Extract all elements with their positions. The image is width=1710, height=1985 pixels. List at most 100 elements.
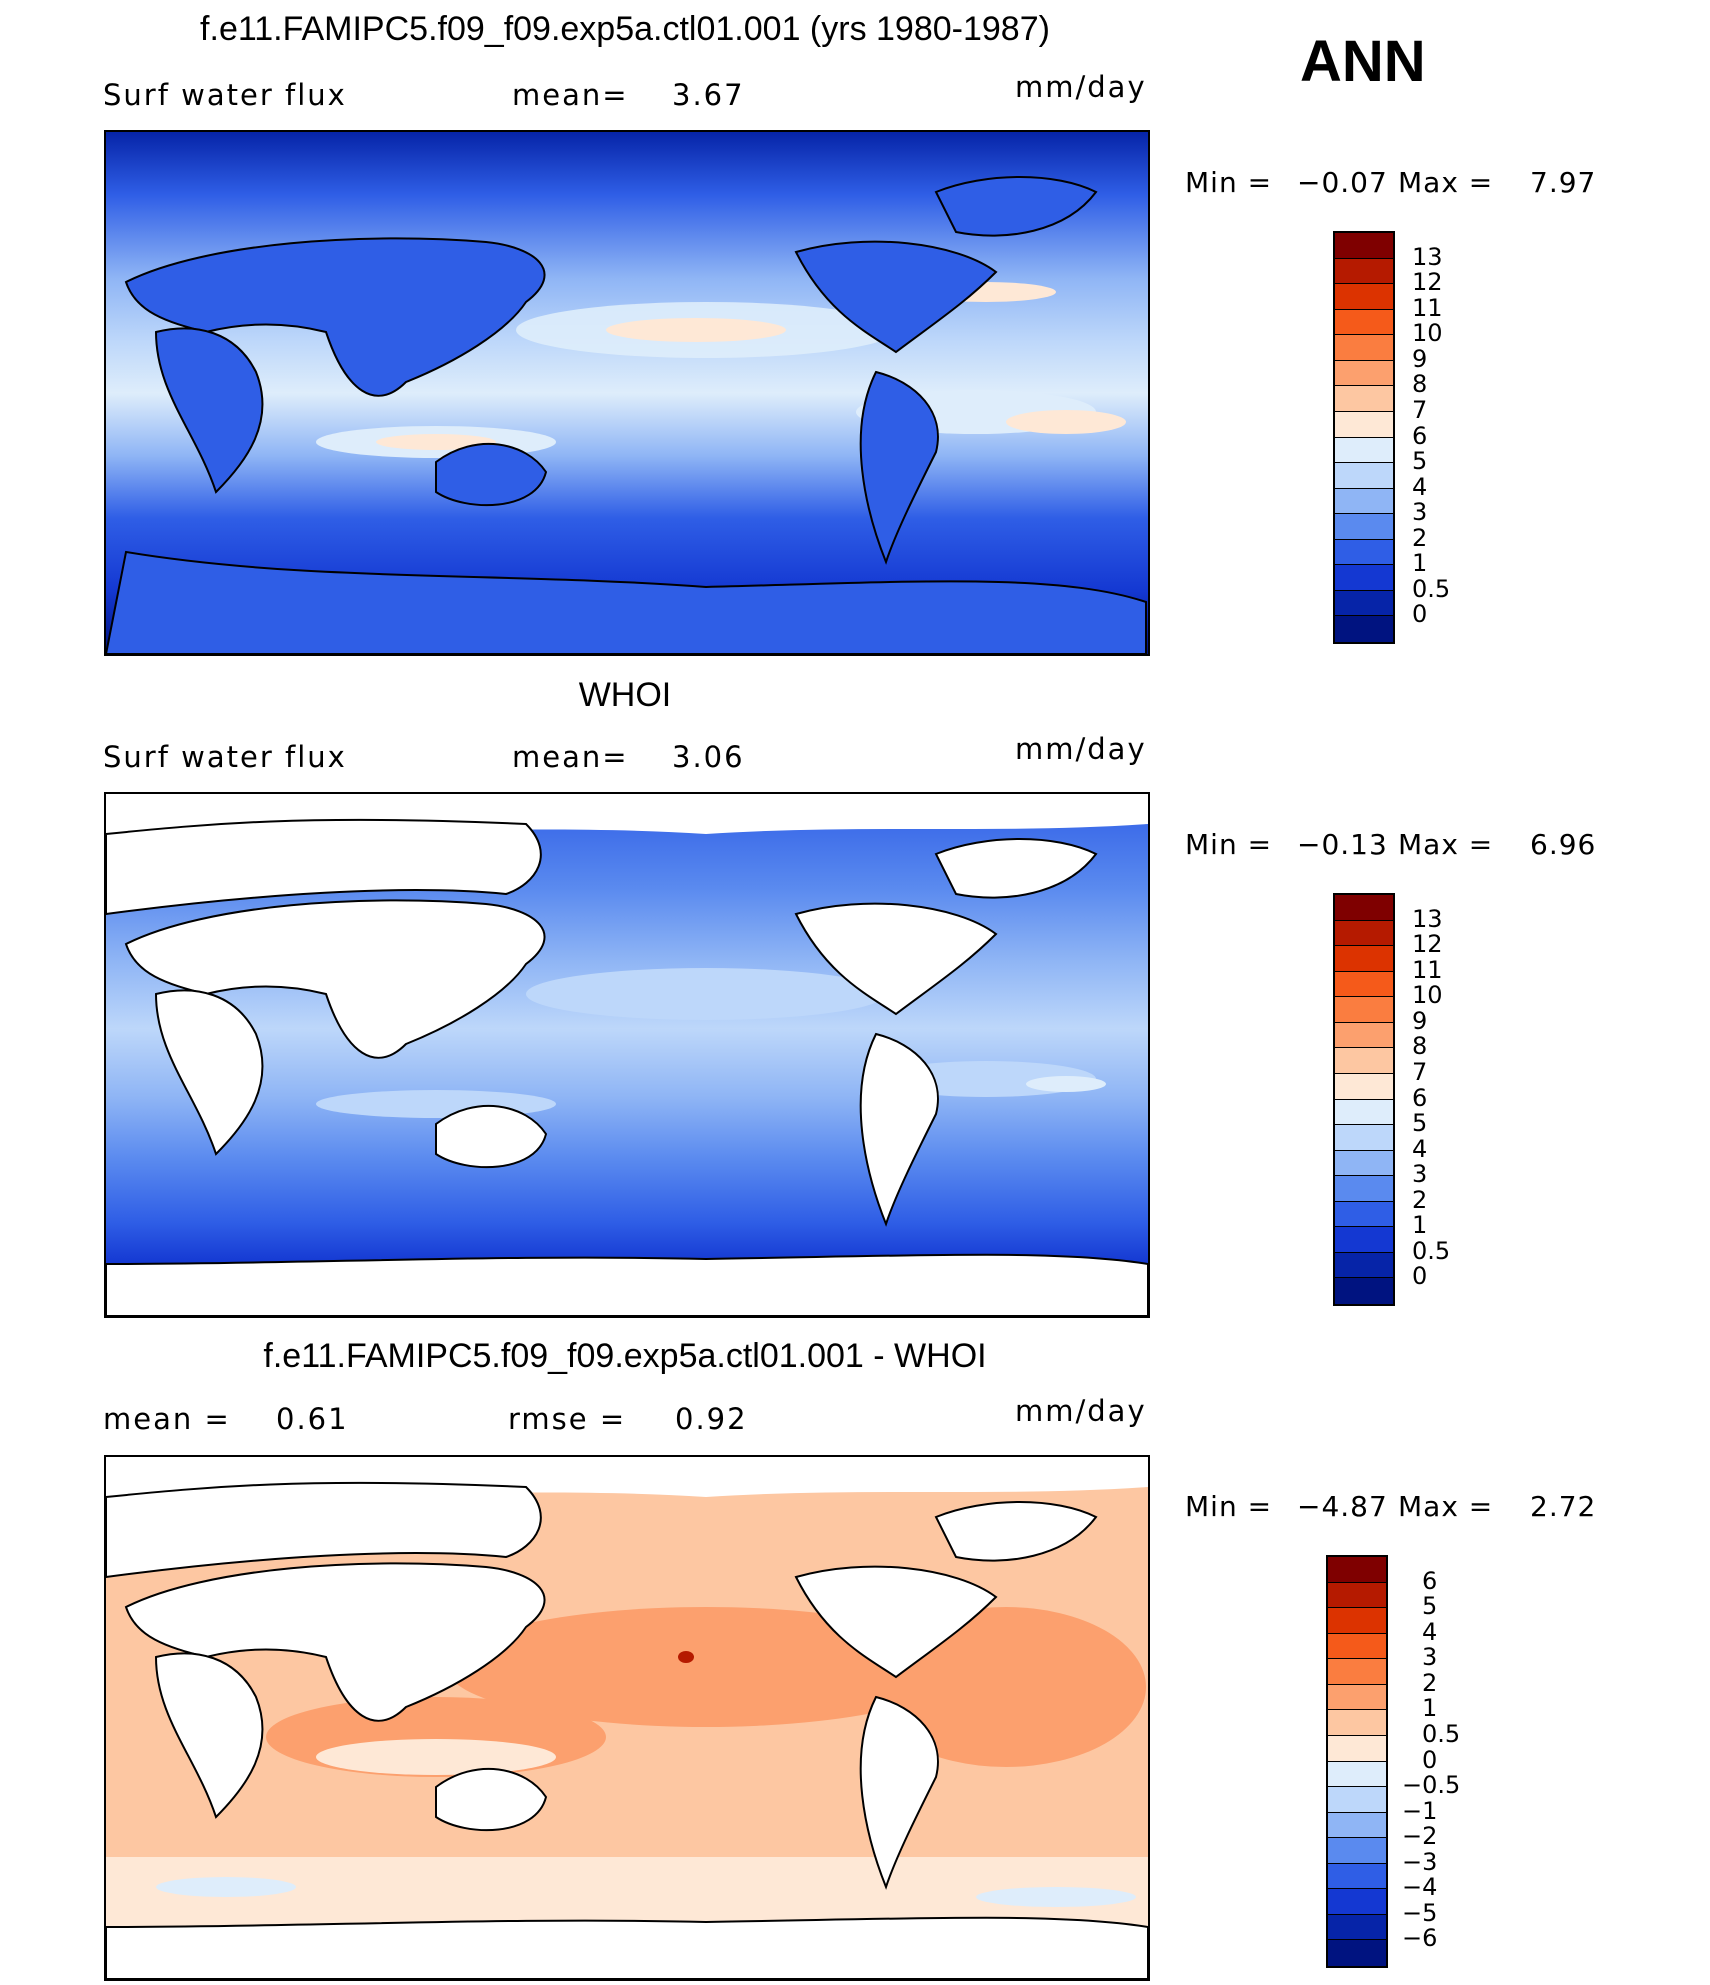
colorbar-segment [1335, 437, 1393, 464]
colorbar-segment [1335, 1022, 1393, 1049]
colorbar-segment [1335, 386, 1393, 412]
colorbar-segment [1335, 514, 1393, 540]
colorbar-segment [1328, 1710, 1386, 1736]
panel-3-colorbar-labels: 6 5 4 3 2 1 0.5 0 −0.5 −1 −2 −3 −4 −5 −6 [1402, 1555, 1512, 1968]
panel-3-min-value: −4.87 [1297, 1490, 1388, 1523]
colorbar-tick-label: 0 [1412, 1262, 1428, 1291]
colorbar-tick-label: 5 [1422, 1592, 1438, 1621]
colorbar-segment [1335, 590, 1393, 617]
colorbar-tick-label: 13 [1412, 242, 1443, 271]
colorbar-segment [1335, 1201, 1393, 1228]
colorbar-segment [1335, 1048, 1393, 1074]
panel-1-colorbar [1333, 231, 1395, 644]
panel-3-title: f.e11.FAMIPC5.f09_f09.exp5a.ctl01.001 - … [263, 1337, 987, 1375]
colorbar-segment [1328, 1659, 1386, 1685]
colorbar-segment [1335, 258, 1393, 285]
colorbar-segment [1335, 946, 1393, 972]
colorbar-tick-label: 9 [1412, 344, 1428, 373]
colorbar-tick-label: 6 [1412, 421, 1428, 450]
panel-2-mean-value: 3.06 [672, 740, 745, 774]
colorbar-tick-label: 8 [1412, 1032, 1428, 1061]
panel-2-mean-label: mean= [512, 740, 629, 774]
season-label: ANN [1300, 29, 1426, 94]
colorbar-tick-label: 11 [1412, 293, 1443, 322]
colorbar-tick-label: −5 [1402, 1898, 1438, 1927]
colorbar-tick-label: 12 [1412, 930, 1443, 959]
colorbar-segment [1335, 616, 1393, 642]
panel-1-min-value: −0.07 [1297, 166, 1388, 199]
colorbar-tick-label: 0.5 [1412, 1236, 1451, 1265]
colorbar-segment [1328, 1633, 1386, 1660]
panel-2-variable-label: Surf water flux [103, 740, 347, 774]
colorbar-tick-label: 3 [1412, 1160, 1428, 1189]
colorbar-tick-label: −1 [1402, 1796, 1438, 1825]
panel-1-mean-value: 3.67 [672, 78, 745, 112]
colorbar-tick-label: 8 [1412, 370, 1428, 399]
colorbar-tick-label: 6 [1422, 1566, 1438, 1595]
colorbar-tick-label: 13 [1412, 904, 1443, 933]
colorbar-tick-label: 6 [1412, 1083, 1428, 1112]
panel-3-mean-label: mean = [103, 1402, 231, 1436]
colorbar-tick-label: 4 [1422, 1617, 1438, 1646]
colorbar-segment [1335, 1227, 1393, 1253]
panel-2-map [104, 792, 1150, 1318]
colorbar-segment [1335, 360, 1393, 387]
colorbar-tick-label: 9 [1412, 1006, 1428, 1035]
colorbar-tick-label: 4 [1412, 472, 1428, 501]
panel-2-max-value: 6.96 [1530, 828, 1597, 861]
colorbar-segment [1335, 1252, 1393, 1279]
colorbar-segment [1335, 1176, 1393, 1202]
panel-3-max-label: Max = [1398, 1490, 1494, 1523]
colorbar-segment [1328, 1889, 1386, 1915]
colorbar-segment [1328, 1557, 1386, 1583]
colorbar-tick-label: 4 [1412, 1134, 1428, 1163]
colorbar-segment [1328, 1812, 1386, 1839]
colorbar-tick-label: 2 [1412, 1185, 1428, 1214]
colorbar-tick-label: 3 [1412, 498, 1428, 527]
colorbar-segment [1335, 1278, 1393, 1304]
colorbar-segment [1335, 997, 1393, 1023]
panel-1-mean-label: mean= [512, 78, 629, 112]
colorbar-tick-label: 3 [1422, 1643, 1438, 1672]
colorbar-segment [1335, 309, 1393, 336]
colorbar-segment [1328, 1914, 1386, 1941]
colorbar-segment [1335, 1099, 1393, 1126]
panel-1-colorbar-labels: 13 12 11 10 9 8 7 6 5 4 3 2 1 0.5 0 [1412, 231, 1492, 644]
colorbar-tick-label: 0 [1422, 1745, 1438, 1774]
colorbar-segment [1335, 565, 1393, 591]
colorbar-segment [1335, 539, 1393, 566]
colorbar-segment [1328, 1940, 1386, 1966]
colorbar-tick-label: 7 [1412, 1057, 1428, 1086]
colorbar-segment [1335, 463, 1393, 489]
colorbar-segment [1335, 411, 1393, 438]
panel-2-min-value: −0.13 [1297, 828, 1388, 861]
colorbar-segment [1328, 1761, 1386, 1788]
colorbar-segment [1335, 1150, 1393, 1177]
colorbar-segment [1335, 1073, 1393, 1100]
colorbar-segment [1335, 335, 1393, 361]
panel-2-colorbar [1333, 893, 1395, 1306]
panel-2-map-svg [106, 794, 1148, 1316]
panel-1-map-svg [106, 132, 1148, 654]
panel-2-min-label: Min = [1185, 828, 1273, 861]
panel-3-mean-value: 0.61 [276, 1402, 349, 1436]
colorbar-tick-label: 1 [1412, 549, 1428, 578]
panel-3-rmse-label: rmse = [508, 1402, 627, 1436]
colorbar-segment [1328, 1735, 1386, 1762]
panel-2-colorbar-labels: 13 12 11 10 9 8 7 6 5 4 3 2 1 0.5 0 [1412, 893, 1492, 1306]
panel-3-units: mm/day [1015, 1394, 1147, 1428]
colorbar-tick-label: 12 [1412, 268, 1443, 297]
colorbar-segment [1328, 1838, 1386, 1864]
colorbar-segment [1335, 1125, 1393, 1151]
panel-1-variable-label: Surf water flux [103, 78, 347, 112]
colorbar-tick-label: 10 [1412, 981, 1443, 1010]
colorbar-tick-label: −2 [1402, 1822, 1438, 1851]
colorbar-tick-label: 0.5 [1422, 1719, 1461, 1748]
panel-2-title: WHOI [578, 676, 672, 714]
colorbar-tick-label: 11 [1412, 955, 1443, 984]
panel-3-map-svg [106, 1457, 1148, 1979]
colorbar-tick-label: −3 [1402, 1847, 1438, 1876]
panel-1-map [104, 130, 1150, 656]
panel-3-map [104, 1455, 1150, 1981]
panel-3-rmse-value: 0.92 [675, 1402, 748, 1436]
